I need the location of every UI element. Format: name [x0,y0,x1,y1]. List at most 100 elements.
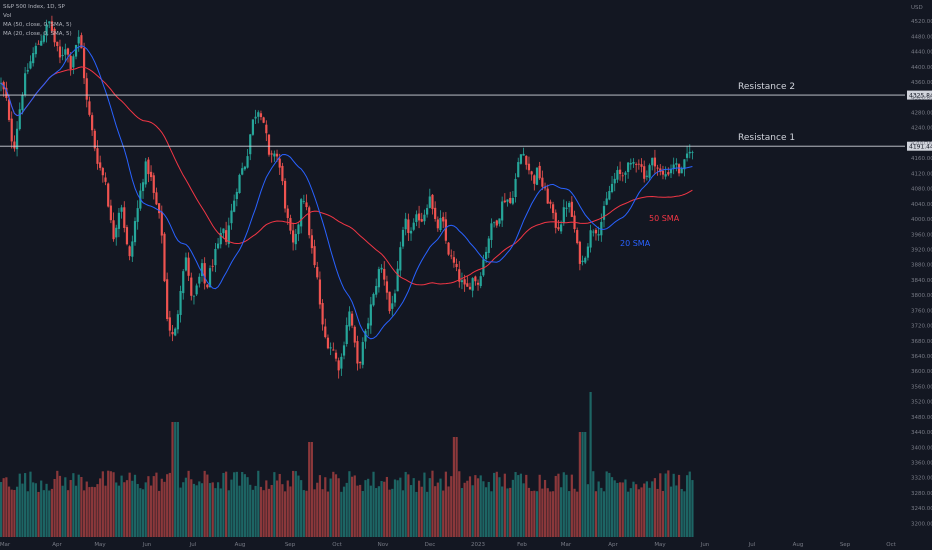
volume-bar [243,474,246,537]
y-tick-label: 4480.00 [911,34,932,40]
legend-ma50[interactable]: MA (50, close, 0, SMA, 5) [3,22,72,28]
candle-body [541,177,544,187]
candle-body [107,183,110,207]
x-tick-label: Mar [561,542,572,548]
volume-bar [283,491,287,537]
x-tick-label: May [94,542,106,548]
candle-body [616,170,619,180]
volume-bar [64,477,67,537]
candle-body [621,175,624,177]
candle-body [645,175,648,177]
volume-bar [375,488,378,537]
volume-bar [525,474,528,537]
candle-body [324,326,327,338]
candle-body [321,303,324,325]
x-tick-label: Jul [189,542,197,548]
volume-bar [115,482,118,537]
candle-body [77,36,80,44]
candle-body [581,260,584,263]
candle-body [605,198,608,205]
y-tick-label: 4320.00 [911,95,932,101]
y-tick-label: 3480.00 [911,415,932,421]
candle-body [484,251,488,259]
candle-body [93,130,96,149]
candle-body [262,117,265,123]
volume-bar [251,489,255,537]
volume-bar [158,490,161,537]
candle-body [297,224,300,235]
legend-symbol-title[interactable]: S&P 500 Index, 1D, SP [3,4,65,10]
volume-bar [155,472,158,537]
candle-body [149,171,153,178]
candle-body [509,197,512,203]
candle-body [688,151,691,154]
y-tick-label: 4400.00 [911,65,932,71]
volume-bar [356,485,359,537]
candle-body [474,276,477,282]
candle-body [466,283,469,287]
volume-bar [61,485,64,537]
volume-bar [476,478,480,537]
candle-body [302,201,305,202]
legend-ma20[interactable]: MA (20, close, 0, SMA, 5) [3,31,72,37]
volume-bar [216,482,220,537]
y-tick-label: 4440.00 [911,50,932,56]
volume-bar [225,471,228,537]
candle-body [608,191,611,200]
candle-body [91,115,94,131]
candle-body [13,141,16,149]
candle-body [589,230,592,248]
candle-body [409,230,413,234]
candle-body [147,159,150,175]
volume-bar [669,486,673,537]
y-tick-label: 4160.00 [911,156,932,162]
x-tick-label: Mar [0,542,11,548]
volume-bar [431,470,434,537]
volume-bar [602,491,606,537]
volume-bar [651,481,654,537]
candle-body [450,255,453,257]
volume-bar [37,491,40,537]
candle-body [53,28,56,43]
candle-body [42,35,45,42]
volume-bar [278,473,281,537]
volume-bar [192,483,196,537]
volume-bar [493,472,496,537]
candle-body [487,238,490,253]
volume-bar [101,471,104,537]
volume-bar [498,477,501,537]
candle-body [206,284,209,288]
volume-bar [58,475,62,537]
volume-bar [549,491,552,537]
volume-bar [541,488,544,537]
candle-body [120,207,123,212]
candle-body [24,73,27,96]
candle-body [517,162,520,178]
volume-bar [21,483,24,537]
legend-volume[interactable]: Vol [3,13,12,19]
candle-body [278,158,281,168]
volume-bar [487,481,490,537]
candle-body [238,174,241,194]
volume-bar [683,491,686,537]
volume-bar [214,488,217,537]
candle-body [158,203,161,214]
volume-bar [32,482,35,537]
candle-body [380,267,383,270]
volume-bar [503,473,506,537]
candle-body [377,269,380,288]
candle-body [602,206,606,220]
volume-bar [270,485,273,537]
volume-bar [468,476,472,537]
candle-body [385,281,389,293]
resistance-1-price-text: 4191.44 [909,144,932,151]
volume-bar [393,479,397,537]
volume-bar [455,437,458,537]
volume-bar [337,478,340,537]
x-tick-label: Jul [748,542,756,548]
candle-body [69,55,72,69]
volume-bar [96,484,99,537]
candle-body [254,116,257,119]
volume-bar [262,490,265,537]
